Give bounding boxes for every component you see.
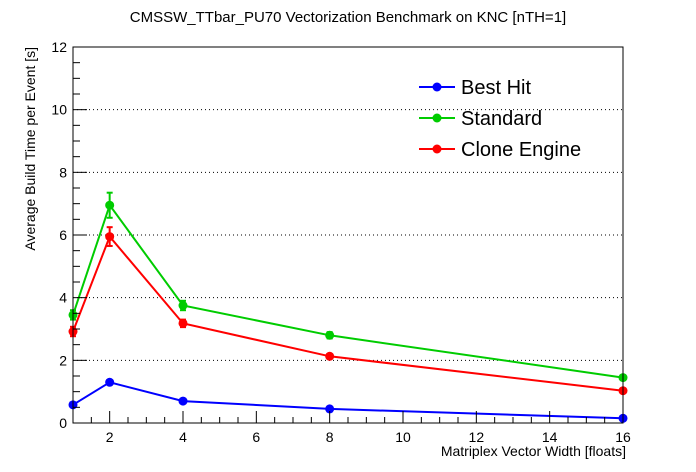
y-tick-label-6: 12 [51,39,67,55]
data-point-0-3 [325,404,335,414]
y-tick-label-2: 4 [59,290,67,306]
data-point-2-1 [105,232,115,242]
legend-marker-2 [432,144,442,154]
data-point-1-3 [325,330,335,340]
x-tick-label-4: 10 [395,429,411,445]
data-point-2-2 [178,318,188,328]
x-tick-label-5: 12 [469,429,485,445]
series-line-2 [72,234,624,392]
series-line-0 [72,381,624,420]
x-tick-label-0: 2 [106,429,114,445]
data-point-1-2 [178,301,188,310]
data-point-0-1 [105,377,115,387]
x-tick-label-1: 4 [179,429,187,445]
x-tick-label-6: 14 [542,429,558,445]
data-point-2-3 [325,351,335,361]
data-point-1-1 [105,200,115,210]
y-tick-label-5: 10 [51,102,67,118]
legend: Best Hit Standard Clone Engine [419,77,581,161]
legend-label-0: Best Hit [461,77,531,99]
y-tick-label-1: 2 [59,352,67,368]
y-tick-label-0: 0 [59,415,67,431]
legend-marker-0 [432,82,442,92]
y-axis-title: Average Build Time per Event [s] [22,47,38,251]
axes: 0 2 4 6 8 10 12 2 4 6 8 10 12 14 16 [51,39,631,445]
x-tick-label-7: 16 [615,429,631,445]
x-tick-label-2: 6 [252,429,260,445]
legend-label-2: Clone Engine [461,139,581,161]
series-layer [68,191,628,423]
legend-marker-1 [432,113,442,123]
y-tick-label-3: 6 [59,227,67,243]
y-tick-label-4: 8 [59,164,67,180]
legend-label-1: Standard [461,108,542,130]
x-tick-label-3: 8 [326,429,334,445]
chart-title: CMSSW_TTbar_PU70 Vectorization Benchmark… [130,9,566,26]
data-point-0-2 [178,396,188,406]
x-axis-title: Matriplex Vector Width [floats] [441,443,626,459]
